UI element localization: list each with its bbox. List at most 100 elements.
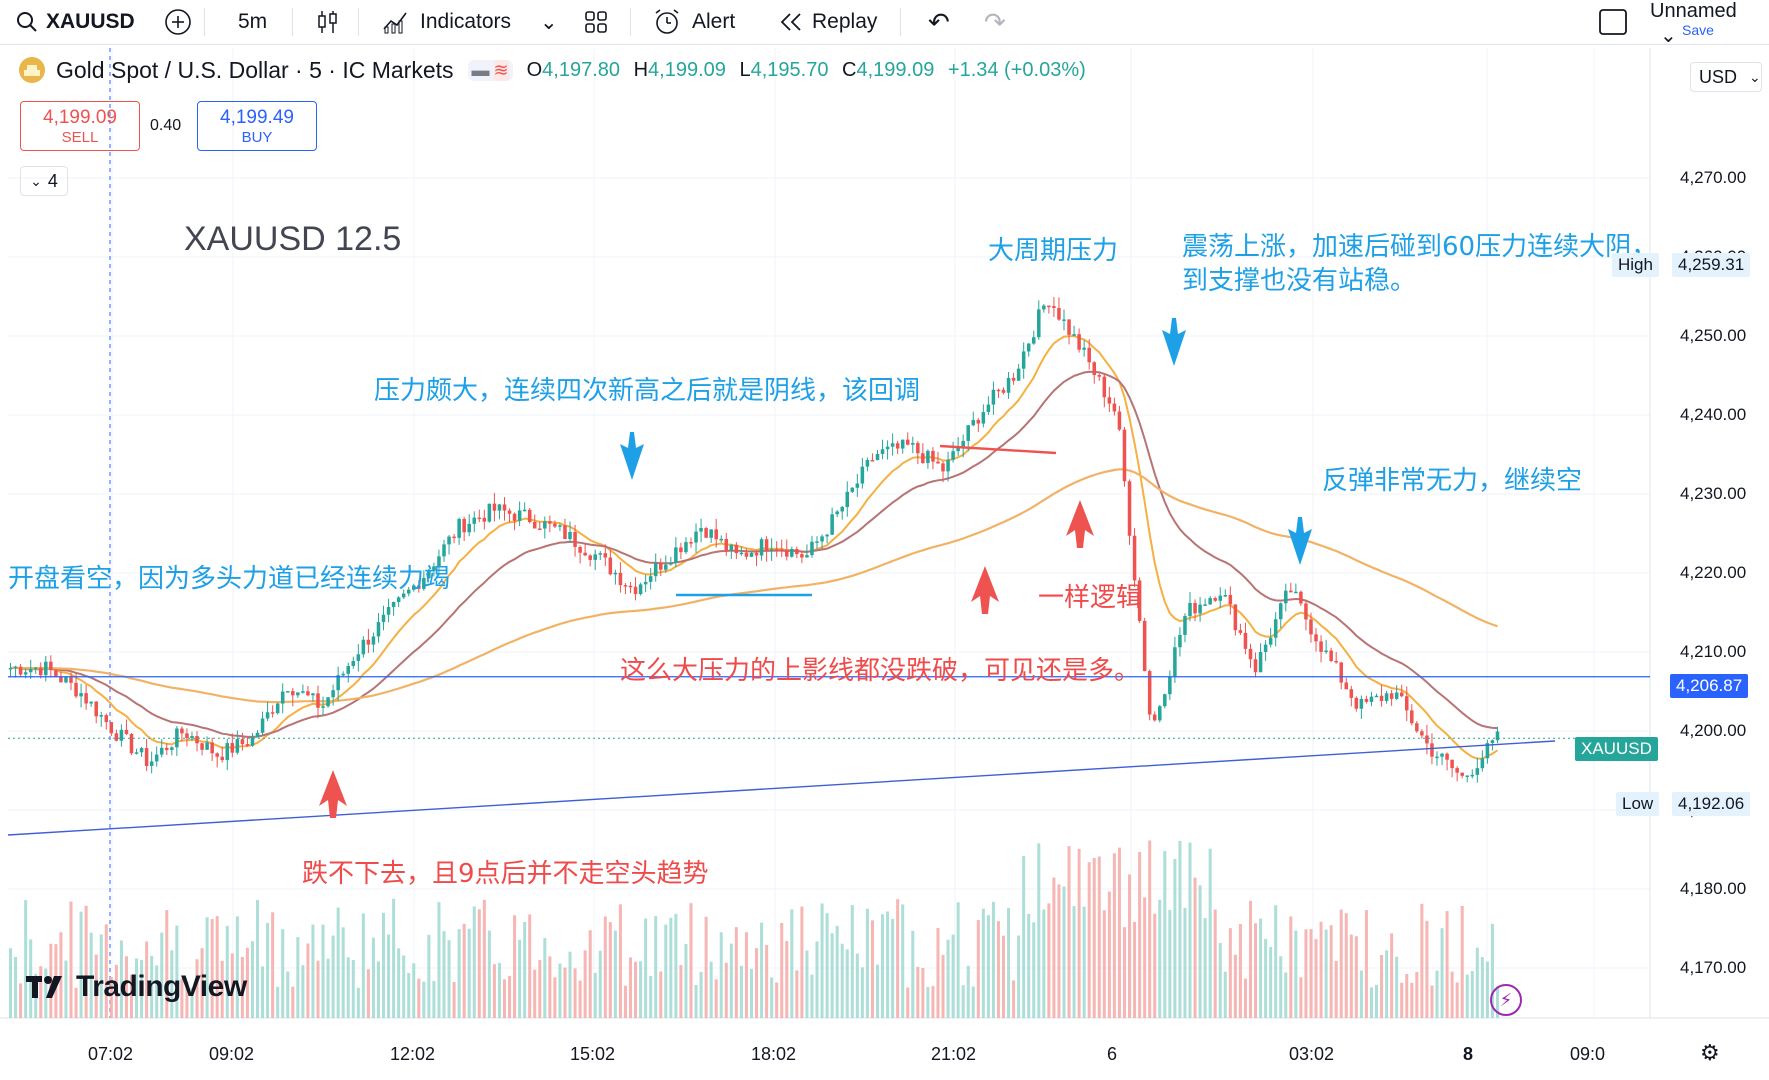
- candle-body: [800, 554, 804, 558]
- volume-bar: [654, 916, 658, 1018]
- volume-bar: [1238, 924, 1242, 1018]
- candle-body: [1238, 630, 1243, 633]
- sell-button[interactable]: 4,199.09 SELL: [20, 101, 140, 151]
- legend-title[interactable]: Gold Spot / U.S. Dollar · 5 · IC Markets: [56, 56, 454, 83]
- candle-body: [1021, 351, 1026, 369]
- volume-bar: [1485, 961, 1489, 1018]
- volume-bar: [39, 966, 43, 1018]
- replay-button[interactable]: Replay: [778, 6, 877, 38]
- candle-body: [628, 585, 633, 588]
- volume-bar: [508, 975, 512, 1018]
- candle-body: [1425, 735, 1429, 744]
- templates-button[interactable]: [584, 6, 608, 38]
- volume-bar: [835, 925, 839, 1018]
- candle-body: [170, 747, 174, 751]
- volume-bar: [452, 982, 456, 1018]
- volume-bar: [1067, 846, 1071, 1018]
- candle-body: [240, 739, 245, 745]
- volume-bar: [1001, 935, 1006, 1018]
- volume-bar: [261, 966, 265, 1018]
- candle-body: [1389, 693, 1394, 699]
- volume-bar: [1374, 984, 1379, 1018]
- volume-bar: [170, 950, 174, 1018]
- volume-bar: [724, 962, 728, 1018]
- legend-eye-toggle[interactable]: ▬ ≋: [467, 59, 513, 81]
- volume-bar: [513, 915, 517, 1018]
- undo-icon[interactable]: ↶: [928, 6, 950, 37]
- annotation-pressure: 压力颇大，连续四次新高之后就是阴线，该回调: [374, 376, 921, 406]
- candle-body: [583, 552, 587, 556]
- volume-bar: [1102, 910, 1106, 1018]
- alert-button[interactable]: Alert: [652, 6, 735, 38]
- volume-bar: [1072, 906, 1076, 1018]
- candle-body: [447, 536, 451, 545]
- volume-bar: [578, 980, 582, 1018]
- volume-bar: [1188, 842, 1192, 1018]
- time-tick-label: 07:02: [88, 1044, 134, 1064]
- candle-body: [1203, 604, 1207, 606]
- volume-bar: [276, 986, 280, 1018]
- candle-body: [1173, 647, 1177, 677]
- candle-body: [790, 549, 794, 557]
- candle-body: [185, 733, 189, 739]
- candle-body: [830, 514, 834, 535]
- arrow-up-same-logic: [1066, 500, 1094, 548]
- candle-body: [210, 742, 214, 754]
- volume-bar: [472, 906, 476, 1018]
- volume-bar: [976, 920, 980, 1018]
- candle-body: [341, 673, 345, 676]
- indicators-icon: [383, 12, 407, 34]
- candle-body: [1420, 731, 1424, 736]
- currency-select[interactable]: USD ⌄: [1690, 62, 1762, 92]
- buy-button[interactable]: 4,199.49 BUY: [197, 101, 317, 151]
- last-price-tag: XAUUSD: [1575, 737, 1658, 761]
- save-label[interactable]: Save: [1682, 22, 1714, 38]
- candle-body: [74, 682, 78, 697]
- fullscreen-icon[interactable]: [1598, 6, 1628, 38]
- chevron-down-icon[interactable]: ⌄: [540, 10, 558, 34]
- lightning-icon[interactable]: ⚡: [1490, 984, 1522, 1016]
- candle-body: [301, 691, 305, 693]
- symbol-search[interactable]: XAUUSD: [16, 6, 135, 38]
- chart-type-button[interactable]: [316, 6, 340, 38]
- volume-bar: [669, 917, 673, 1018]
- compare-button[interactable]: [164, 6, 192, 38]
- candle-body: [1329, 650, 1333, 661]
- volume-bar: [1032, 922, 1036, 1018]
- candle-body: [608, 557, 613, 575]
- indicators-button[interactable]: Indicators: [382, 6, 511, 38]
- indicators-collapse-button[interactable]: ⌄ 4: [20, 166, 68, 196]
- arrow-down-weak-rebound: [1288, 517, 1312, 565]
- candle-body: [618, 572, 623, 586]
- volume-bar: [376, 961, 380, 1018]
- volume-bar: [881, 914, 885, 1018]
- candle-body: [38, 667, 43, 676]
- candle-body: [1011, 377, 1016, 381]
- volume-bar: [1460, 905, 1464, 1018]
- volume-bar: [1027, 914, 1031, 1018]
- candle-body: [230, 743, 235, 753]
- candle-body: [1248, 648, 1253, 660]
- interval-button[interactable]: 5m: [238, 10, 268, 33]
- candle-body: [558, 525, 562, 527]
- candle-body: [926, 450, 930, 464]
- candle-body: [54, 670, 58, 677]
- volume-bar: [321, 924, 325, 1018]
- candle-body: [895, 443, 900, 449]
- candle-body: [64, 677, 68, 683]
- volume-bar: [855, 953, 859, 1018]
- layout-name[interactable]: Unnamed ⌄: [1650, 0, 1769, 48]
- volume-bar: [1047, 903, 1051, 1018]
- annotation-open-short: 开盘看空，因为多头力道已经连续力竭: [8, 564, 451, 594]
- candle-body: [144, 748, 149, 766]
- candle-body: [175, 728, 179, 748]
- volume-bar: [1430, 985, 1434, 1018]
- candle-body: [462, 518, 466, 533]
- candle-body: [956, 447, 960, 452]
- candle-body: [18, 666, 23, 675]
- settings-gear-icon[interactable]: ⚙: [1700, 1040, 1720, 1065]
- candle-body: [648, 576, 653, 582]
- redo-icon[interactable]: ↷: [984, 6, 1006, 37]
- volume-bar: [1203, 918, 1207, 1018]
